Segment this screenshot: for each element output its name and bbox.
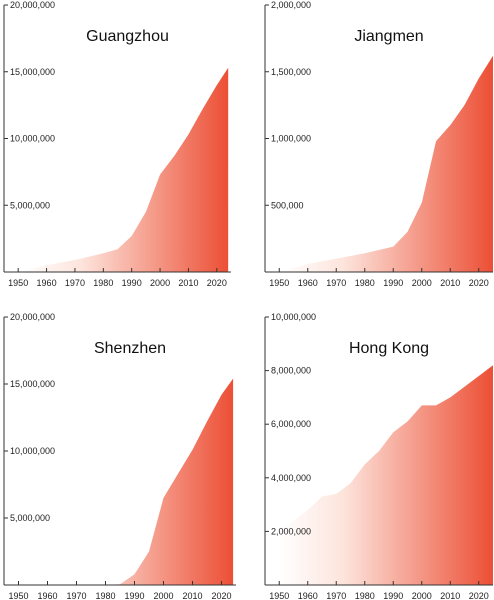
y-tick-label: 15,000,000 bbox=[10, 379, 55, 389]
x-tick-label: 2000 bbox=[153, 591, 173, 600]
y-tick-label: 2,000,000 bbox=[271, 526, 311, 536]
x-tick-label: 2000 bbox=[412, 278, 432, 288]
y-tick-label: 20,000,000 bbox=[10, 312, 55, 322]
y-tick-label: 2,000,000 bbox=[271, 0, 311, 10]
y-tick-label: 1,000,000 bbox=[271, 134, 311, 144]
x-tick-label: 1960 bbox=[37, 278, 57, 288]
x-tick-label: 1950 bbox=[8, 278, 28, 288]
x-tick-label: 1950 bbox=[269, 591, 289, 600]
x-tick-label: 1980 bbox=[355, 591, 375, 600]
chart-title: Jiangmen bbox=[354, 28, 423, 45]
y-tick-label: 10,000,000 bbox=[10, 446, 55, 456]
x-tick-label: 1970 bbox=[326, 278, 346, 288]
y-tick-label: 4,000,000 bbox=[271, 473, 311, 483]
x-tick-label: 1980 bbox=[355, 278, 375, 288]
chart-hong-kong: 2,000,000 4,000,000 6,000,000 8,000,000 10,0… bbox=[264, 312, 493, 600]
x-tick-label: 1980 bbox=[93, 278, 113, 288]
area-series-jiangmen bbox=[279, 55, 493, 273]
x-tick-label: 1970 bbox=[326, 591, 346, 600]
x-tick-label: 1990 bbox=[122, 278, 142, 288]
x-tick-label: 2020 bbox=[469, 591, 489, 600]
x-tick-label: 1950 bbox=[8, 591, 28, 600]
chart-title: Shenzhen bbox=[94, 340, 166, 357]
y-tick-label: 10,000,000 bbox=[10, 134, 55, 144]
x-tick-label: 2010 bbox=[440, 278, 460, 288]
x-tick-label: 1960 bbox=[298, 278, 318, 288]
x-tick-label: 2020 bbox=[469, 278, 489, 288]
area-series-guangzhou bbox=[18, 67, 229, 272]
y-tick-label: 1,500,000 bbox=[271, 67, 311, 77]
x-tick-label: 1990 bbox=[124, 591, 144, 600]
y-tick-label: 5,000,000 bbox=[10, 200, 50, 210]
x-tick-label: 2020 bbox=[211, 591, 231, 600]
y-tick-label: 10,000,000 bbox=[271, 312, 316, 322]
x-tick-label: 2000 bbox=[412, 591, 432, 600]
x-tick-label: 1970 bbox=[66, 591, 86, 600]
x-tick-label: 1970 bbox=[65, 278, 85, 288]
x-tick-label: 2000 bbox=[150, 278, 170, 288]
y-tick-label: 6,000,000 bbox=[271, 419, 311, 429]
x-tick-label: 1980 bbox=[95, 591, 115, 600]
chart-jiangmen: 500,000 1,000,000 1,500,000 2,000,000 1950 19… bbox=[264, 0, 493, 288]
x-tick-label: 1960 bbox=[37, 591, 57, 600]
y-tick-label: 500,000 bbox=[271, 200, 304, 210]
y-tick-label: 5,000,000 bbox=[10, 513, 50, 523]
y-tick-label: 8,000,000 bbox=[271, 366, 311, 376]
x-tick-label: 1990 bbox=[383, 278, 403, 288]
x-tick-label: 2010 bbox=[182, 591, 202, 600]
x-tick-label: 1990 bbox=[383, 591, 403, 600]
chart-guangzhou: 5,000,000 10,000,000 15,000,000 20,000,000 1… bbox=[3, 0, 231, 288]
x-tick-label: 1960 bbox=[298, 591, 318, 600]
y-tick-label: 15,000,000 bbox=[10, 67, 55, 77]
area-series-hong-kong bbox=[279, 365, 493, 585]
chart-title: Hong Kong bbox=[349, 340, 429, 357]
chart-shenzhen: 5,000,000 10,000,000 15,000,000 20,000,000 1… bbox=[3, 312, 236, 600]
x-tick-label: 2010 bbox=[178, 278, 198, 288]
x-tick-label: 1950 bbox=[269, 278, 289, 288]
x-tick-label: 2010 bbox=[440, 591, 460, 600]
y-tick-label: 20,000,000 bbox=[10, 0, 55, 10]
chart-title: Guangzhou bbox=[86, 28, 169, 45]
area-series-shenzhen bbox=[18, 378, 234, 585]
x-tick-label: 2020 bbox=[207, 278, 227, 288]
